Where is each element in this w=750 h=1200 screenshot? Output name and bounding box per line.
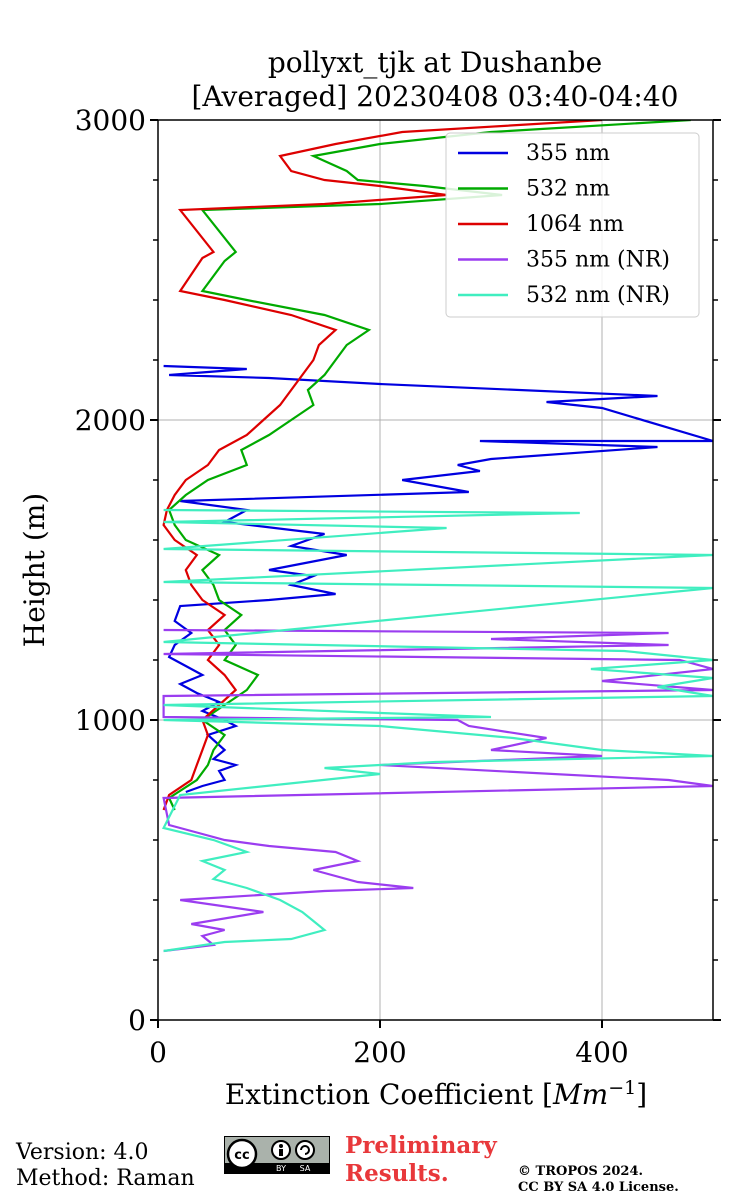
y-axis-label: Height (m) (18, 493, 51, 647)
preliminary-line-1: Preliminary (345, 1132, 497, 1159)
x-axis-label-unit: Mm (552, 1078, 608, 1111)
x-axis-label-exponent: −1 (608, 1077, 636, 1099)
copyright-block: © TROPOS 2024. CC BY SA 4.0 License. (518, 1164, 679, 1196)
series-line-4 (161, 508, 713, 953)
x-axis-label-text: Extinction Coefficient [ (225, 1078, 553, 1111)
plot-frame (157, 119, 714, 1021)
chart-subtitle: [Averaged] 20230408 03:40-04:40 (192, 80, 679, 113)
series-line-2 (162, 120, 603, 811)
legend-box (445, 132, 700, 318)
chart-title: pollyxt_tjk at Dushanbe (268, 46, 602, 79)
x-axis-label-end: ] (636, 1078, 647, 1111)
series-line-3 (162, 628, 713, 953)
copyright-line-1: © TROPOS 2024. (518, 1164, 644, 1179)
series-line-0 (163, 364, 713, 794)
sa-share-icon (295, 1140, 315, 1160)
preliminary-results-note: Preliminary Results. (345, 1132, 497, 1188)
logo-by-text: BY (276, 1164, 286, 1173)
x-tick-label: 200 (353, 1036, 406, 1069)
cc-icon-text: cc (234, 1148, 249, 1163)
y-tick-label: 2000 (75, 404, 146, 437)
x-axis-label: Extinction Coefficient [Mm−1] (225, 1077, 647, 1111)
cc-by-sa-logo: cc BY SA (224, 1136, 330, 1174)
series-layer (161, 120, 713, 953)
preliminary-line-2: Results. (345, 1160, 449, 1187)
legend-label-3: 355 nm (NR) (526, 248, 670, 273)
x-tick-label: 0 (149, 1036, 167, 1069)
legend-label-0: 355 nm (526, 141, 610, 166)
series-line-1 (167, 120, 691, 811)
footer-method: Method: Raman (16, 1166, 195, 1191)
y-tick-label: 1000 (75, 704, 146, 737)
y-tick-label: 3000 (75, 104, 146, 137)
cc-icon (226, 1138, 258, 1170)
copyright-line-2: CC BY SA 4.0 License. (518, 1180, 679, 1195)
footer-version: Version: 4.0 (16, 1140, 149, 1165)
legend-label-4: 532 nm (NR) (526, 283, 670, 308)
legend-label-1: 532 nm (526, 177, 610, 202)
legend: 355 nm 532 nm 1064 nm 355 nm (NR) 532 nm (NR… (445, 132, 700, 318)
y-tick-label: 0 (128, 1004, 146, 1037)
legend-label-2: 1064 nm (526, 212, 624, 237)
logo-sa-text: SA (300, 1164, 311, 1173)
axis-ticks: 0 200 400 0 1000 2000 3000 (75, 104, 721, 1069)
footer-version-block: Version: 4.0 Method: Raman (16, 1140, 195, 1192)
x-tick-label: 400 (575, 1036, 628, 1069)
